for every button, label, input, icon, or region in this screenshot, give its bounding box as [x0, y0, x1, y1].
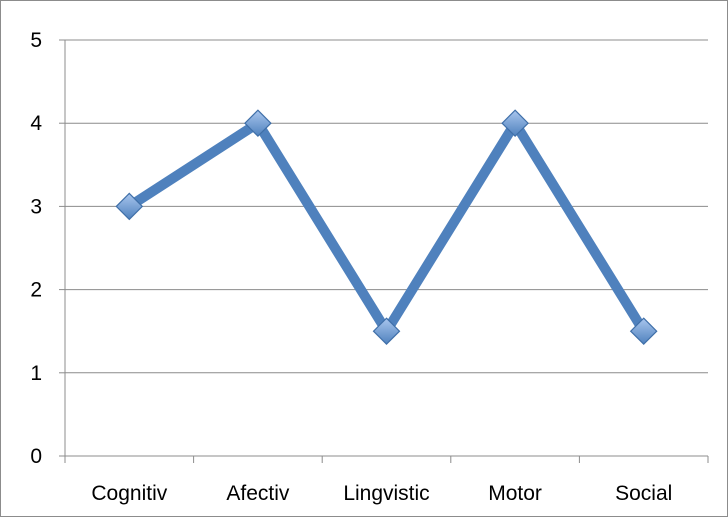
data-point-marker	[372, 317, 401, 346]
x-tick-label: Cognitiv	[91, 482, 167, 505]
data-point-marker	[629, 317, 658, 346]
y-axis-ticks: 0 1 2 3 4 5	[30, 29, 42, 468]
y-tick-label: 0	[30, 445, 42, 468]
x-tick-label: Afectiv	[226, 482, 290, 505]
data-point-marker	[244, 109, 272, 138]
data-point-marker	[501, 109, 529, 138]
y-tick-label: 5	[30, 29, 42, 52]
y-tick-label: 4	[30, 112, 42, 135]
x-axis-ticks: Cognitiv Afectiv Lingvistic Motor Social	[91, 482, 672, 505]
series	[126, 113, 648, 341]
x-tick-label: Lingvistic	[343, 482, 429, 505]
x-tick-label: Social	[615, 482, 672, 505]
y-tick-label: 3	[30, 195, 42, 218]
gridlines	[65, 39, 708, 374]
data-point-marker	[115, 192, 144, 221]
y-tick-label: 1	[30, 362, 42, 385]
y-tick-label: 2	[30, 279, 42, 302]
x-tick-label: Motor	[488, 482, 542, 505]
axes	[59, 39, 709, 463]
data-markers	[115, 109, 658, 346]
series-line	[126, 113, 648, 341]
